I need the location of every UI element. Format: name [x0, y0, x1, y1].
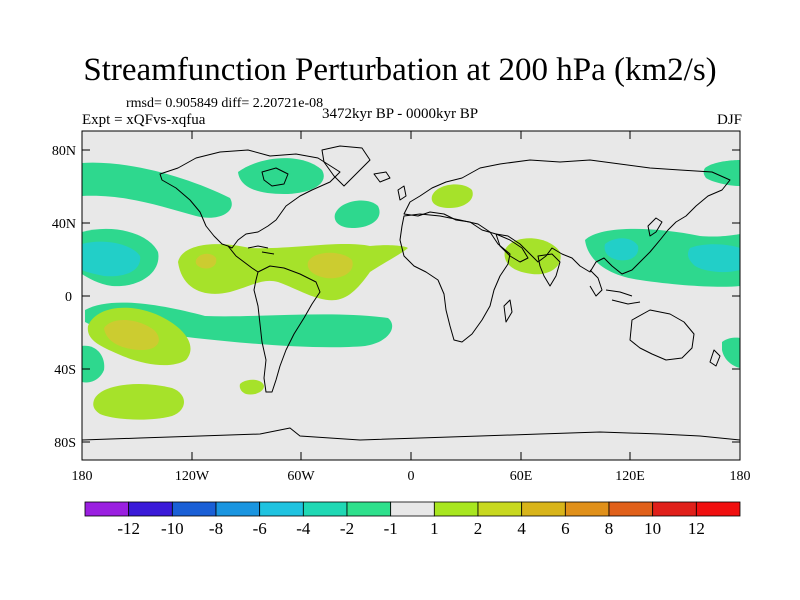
contour-neg-west-pacific-core — [604, 238, 639, 261]
coast-madagascar — [503, 299, 513, 323]
contour-pos-tropical-core-west — [195, 253, 217, 269]
contour-pos-tropical-core-east — [307, 252, 353, 279]
colorbar-label: 4 — [517, 519, 526, 538]
contour-fields — [82, 145, 740, 441]
colorbar-swatch — [302, 501, 348, 517]
colorbar-label: 12 — [688, 519, 705, 538]
colorbar-swatch — [84, 501, 130, 517]
colorbar-label: 2 — [474, 519, 483, 538]
coast-japan — [647, 217, 663, 237]
colorbar-label: -8 — [209, 519, 223, 538]
colorbar-swatch — [346, 501, 392, 517]
contour-neg-southeast-pacific — [722, 337, 740, 368]
map-ticks — [81, 131, 741, 460]
colorbar-swatch — [390, 501, 435, 517]
coast-eurasia — [403, 159, 731, 275]
coast-southeast-asia — [589, 269, 641, 305]
contour-neg-south-band — [85, 302, 393, 348]
colorbar-swatch — [259, 501, 304, 517]
lat-label-eq: 0 — [65, 290, 72, 305]
lat-label-40n: 40N — [52, 217, 76, 232]
coast-south-america — [253, 265, 321, 393]
coast-north-america — [159, 149, 341, 249]
colorbar-label: -2 — [340, 519, 354, 538]
contour-pos-europe — [431, 184, 473, 208]
colorbar-swatch — [521, 501, 566, 517]
stats-subtitle: rmsd= 0.905849 diff= 2.20721e-08 — [126, 96, 324, 111]
contour-pos-south-pacific-core — [104, 319, 159, 350]
lat-label-80s: 80S — [54, 436, 76, 451]
lon-label-0: 0 — [408, 469, 415, 484]
colorbar — [84, 501, 741, 517]
coast-iceland — [373, 171, 391, 183]
coast-antarctica — [82, 427, 740, 441]
chart-title: Streamfunction Perturbation at 200 hPa (… — [83, 52, 717, 88]
colorbar-swatch — [564, 501, 610, 517]
colorbar-swatch — [171, 501, 217, 517]
coast-africa — [399, 213, 511, 343]
colorbar-swatch — [695, 501, 741, 517]
period-label: 3472kyr BP - 0000kyr BP — [322, 106, 479, 122]
coastlines — [82, 145, 740, 441]
colorbar-swatch — [433, 501, 479, 517]
coast-australia — [629, 309, 695, 361]
contour-pos-southern-ocean — [93, 384, 184, 420]
contour-pos-southwest-atlantic — [239, 379, 264, 395]
lon-label-60e: 60E — [510, 469, 533, 484]
colorbar-swatch — [652, 501, 697, 517]
colorbar-swatch — [215, 501, 261, 517]
lon-label-60w: 60W — [287, 469, 315, 484]
contour-neg-north-atlantic — [334, 200, 380, 228]
colorbar-label: 6 — [561, 519, 570, 538]
contour-neg-east-pacific-core — [687, 244, 740, 273]
lon-label-120w: 120W — [175, 469, 210, 484]
lat-label-40s: 40S — [54, 363, 76, 378]
coast-arabia — [495, 233, 529, 263]
colorbar-swatch — [608, 501, 654, 517]
contour-neg-central-pacific-core — [82, 241, 141, 277]
lat-label-80n: 80N — [52, 144, 76, 159]
colorbar-labels: -12 -10 -8 -6 -4 -2 -1 1 2 4 6 8 10 12 — [117, 519, 704, 538]
colorbar-label: -10 — [161, 519, 184, 538]
contour-pos-tropical-band — [178, 244, 408, 301]
season-label: DJF — [716, 112, 742, 128]
coast-hudson-bay — [261, 167, 289, 187]
colorbar-swatch — [128, 501, 173, 517]
coast-greenland — [321, 145, 371, 187]
contour-neg-southwest-pacific — [82, 345, 105, 383]
colorbar-label: -12 — [117, 519, 140, 538]
colorbar-swatch — [477, 501, 523, 517]
coast-india — [537, 253, 561, 287]
colorbar-label: 10 — [644, 519, 661, 538]
coast-caribbean — [247, 245, 275, 255]
colorbar-label: 1 — [430, 519, 439, 538]
lon-label-180w: 180 — [72, 469, 93, 484]
coast-uk — [397, 185, 407, 201]
colorbar-label: -1 — [384, 519, 398, 538]
contour-neg-north-america — [238, 158, 324, 194]
lon-label-120e: 120E — [615, 469, 645, 484]
contour-neg-northeast-pacific — [703, 160, 740, 186]
coast-new-zealand — [709, 349, 721, 367]
experiment-label: Expt = xQFvs-xqfua — [82, 112, 206, 128]
colorbar-label: -6 — [253, 519, 267, 538]
lon-label-180e: 180 — [730, 469, 751, 484]
colorbar-label: -4 — [296, 519, 311, 538]
coast-central-america — [227, 245, 259, 273]
contour-neg-north-pacific — [82, 162, 232, 218]
colorbar-label: 8 — [605, 519, 614, 538]
